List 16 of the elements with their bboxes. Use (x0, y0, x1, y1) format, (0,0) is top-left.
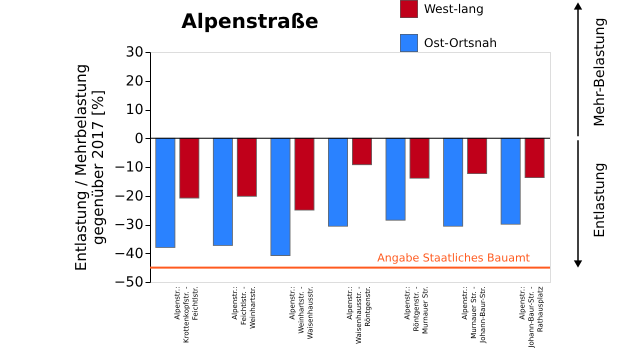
y-axis-title: Entlastung / Mehrbelastung gegenüber 2017 [%] (72, 64, 107, 272)
y-tick-label: 20 (126, 73, 144, 90)
text: Mehr-Belastung (592, 18, 608, 127)
y-tick-label: −40 (114, 246, 144, 262)
legend-label: West-lang (424, 2, 484, 16)
ref-line-label: Angabe Staatliches Bauamt (377, 252, 531, 265)
y-tick-label: −20 (114, 188, 144, 204)
y-tick-label: −30 (114, 217, 144, 233)
y-tick-label: 0 (134, 130, 144, 147)
y-tick-label: −50 (114, 274, 144, 290)
chart-title: Alpenstraße (181, 9, 319, 33)
legend-label: Ost-Ortsnah (424, 36, 497, 50)
text: Entlastung (592, 162, 608, 238)
y-tick-label: 30 (126, 44, 144, 60)
y-tick-label: 10 (126, 102, 144, 118)
y-tick-label: −10 (114, 160, 144, 176)
